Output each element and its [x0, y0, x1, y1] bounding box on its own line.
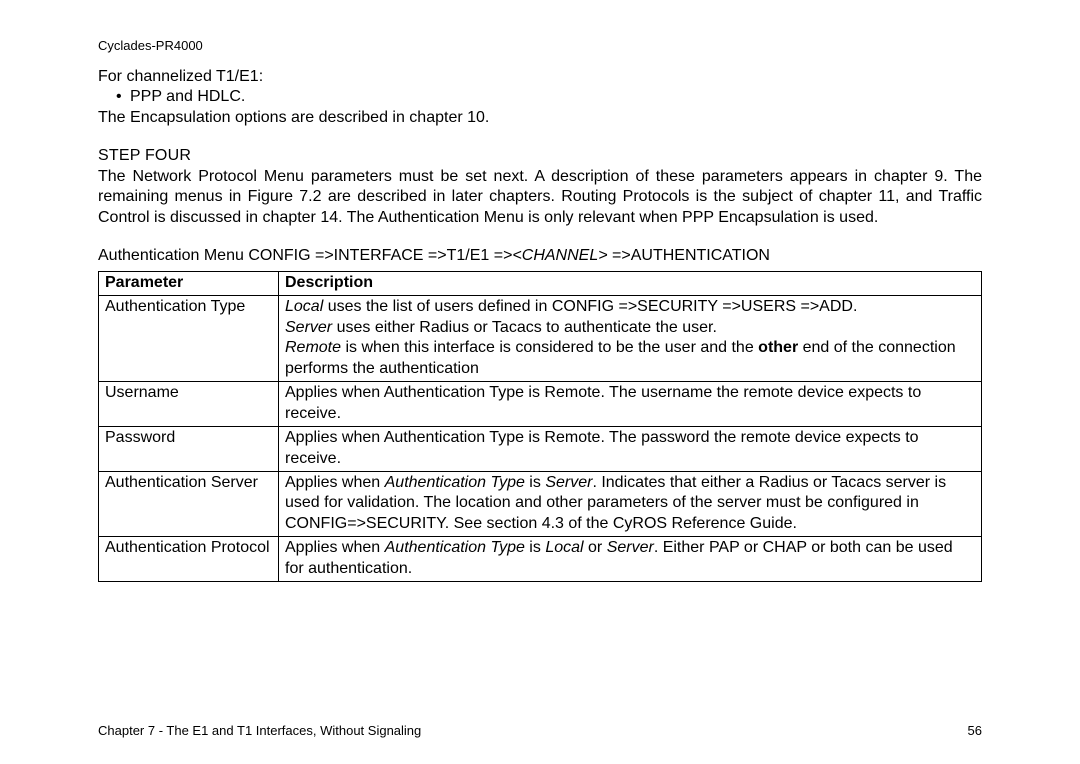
desc-text: uses either Radius or Tacacs to authenti… — [332, 319, 717, 336]
cell-param: Authentication Protocol — [99, 537, 279, 582]
document-page: Cyclades-PR4000 For channelized T1/E1: •… — [0, 0, 1080, 764]
desc-italic: Server — [545, 474, 592, 491]
desc-text: is when this interface is considered to … — [341, 339, 758, 356]
desc-bold: other — [758, 339, 798, 356]
table-row: Authentication Type Local uses the list … — [99, 296, 982, 382]
desc-italic: Remote — [285, 339, 341, 356]
desc-italic: Server — [607, 539, 654, 556]
menu-path-suffix: =>AUTHENTICATION — [608, 247, 770, 264]
menu-path-prefix: Authentication Menu CONFIG =>INTERFACE =… — [98, 247, 512, 264]
table-header-parameter: Parameter — [99, 271, 279, 295]
intro-line-1: For channelized T1/E1: — [98, 67, 982, 87]
footer-chapter: Chapter 7 - The E1 and T1 Interfaces, Wi… — [98, 723, 421, 738]
page-footer: Chapter 7 - The E1 and T1 Interfaces, Wi… — [98, 723, 982, 738]
intro-bullet-1: • PPP and HDLC. — [98, 87, 982, 107]
desc-text: or — [584, 539, 607, 556]
cell-desc: Applies when Authentication Type is Remo… — [279, 382, 982, 427]
menu-path: Authentication Menu CONFIG =>INTERFACE =… — [98, 246, 982, 266]
desc-italic: Authentication Type — [385, 474, 525, 491]
cell-param: Password — [99, 427, 279, 472]
menu-path-channel: <CHANNEL> — [512, 247, 607, 264]
desc-italic: Local — [545, 539, 583, 556]
table-row: Username Applies when Authentication Typ… — [99, 382, 982, 427]
step-paragraph: The Network Protocol Menu parameters mus… — [98, 167, 982, 228]
cell-desc: Local uses the list of users defined in … — [279, 296, 982, 382]
table-header-row: Parameter Description — [99, 271, 982, 295]
desc-italic: Authentication Type — [385, 539, 525, 556]
document-header: Cyclades-PR4000 — [98, 38, 982, 53]
bullet-dot-icon: • — [116, 87, 130, 107]
desc-text: uses the list of users defined in CONFIG… — [323, 298, 857, 315]
cell-param: Username — [99, 382, 279, 427]
cell-desc: Applies when Authentication Type is Remo… — [279, 427, 982, 472]
footer-page-number: 56 — [968, 723, 982, 738]
parameter-table: Parameter Description Authentication Typ… — [98, 271, 982, 583]
cell-desc: Applies when Authentication Type is Serv… — [279, 471, 982, 536]
desc-text: is — [525, 539, 545, 556]
desc-italic: Server — [285, 319, 332, 336]
table-header-description: Description — [279, 271, 982, 295]
desc-text: Applies when — [285, 474, 385, 491]
desc-italic: Local — [285, 298, 323, 315]
table-row: Authentication Protocol Applies when Aut… — [99, 537, 982, 582]
desc-text: is — [525, 474, 545, 491]
table-row: Authentication Server Applies when Authe… — [99, 471, 982, 536]
cell-param: Authentication Server — [99, 471, 279, 536]
cell-desc: Applies when Authentication Type is Loca… — [279, 537, 982, 582]
step-heading: STEP FOUR — [98, 146, 982, 166]
intro-bullet-1-text: PPP and HDLC. — [130, 87, 245, 107]
cell-param: Authentication Type — [99, 296, 279, 382]
desc-text: Applies when — [285, 539, 385, 556]
intro-line-2: The Encapsulation options are described … — [98, 108, 982, 128]
table-row: Password Applies when Authentication Typ… — [99, 427, 982, 472]
